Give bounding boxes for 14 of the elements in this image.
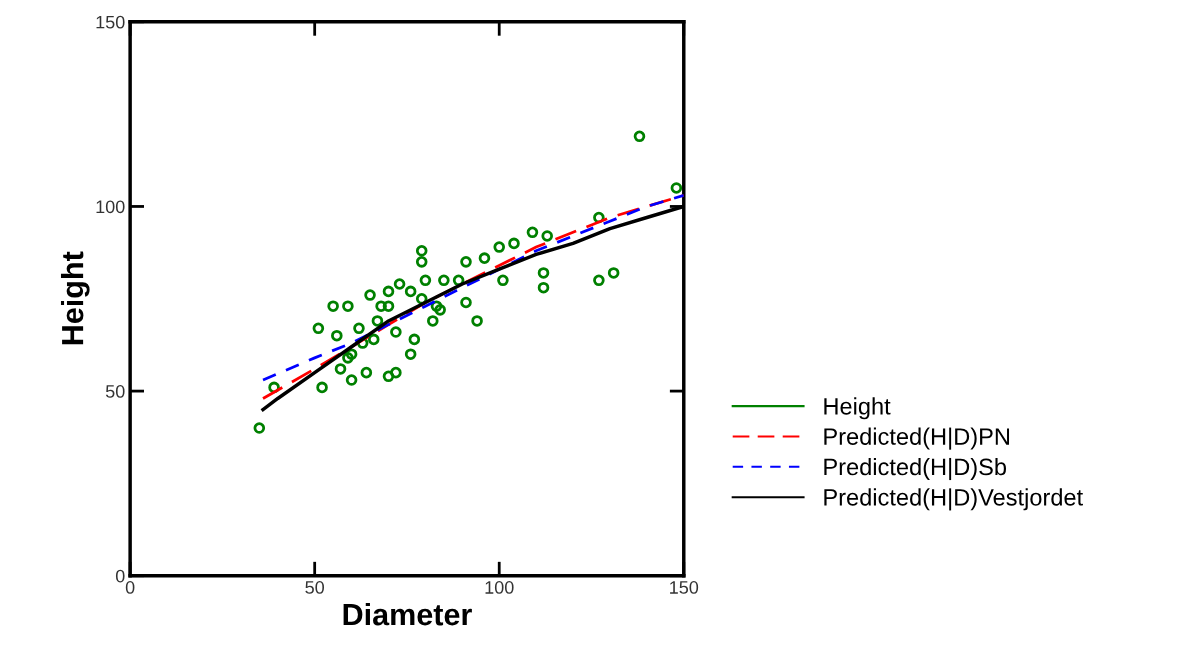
y-tick-label: 150 <box>96 15 125 29</box>
legend-label: Height <box>824 397 891 420</box>
x-tick-label: 0 <box>125 581 135 594</box>
x-tick-label: 100 <box>485 581 514 594</box>
legend-label: Predicted(H|D)Sb <box>824 457 1007 481</box>
y-tick-label: 0 <box>115 569 125 583</box>
y-tick-label: 100 <box>96 200 125 214</box>
y-tick-label: 50 <box>105 385 125 398</box>
x-tick-label: 50 <box>305 581 325 594</box>
y-axis-title: Height <box>60 251 90 345</box>
legend-label: Predicted(H|D)Vestjordet <box>824 488 1083 511</box>
legend-label: Predicted(H|D)PN <box>824 427 1010 450</box>
x-axis-title: Diameter <box>343 602 472 626</box>
x-tick-label: 150 <box>670 581 699 594</box>
